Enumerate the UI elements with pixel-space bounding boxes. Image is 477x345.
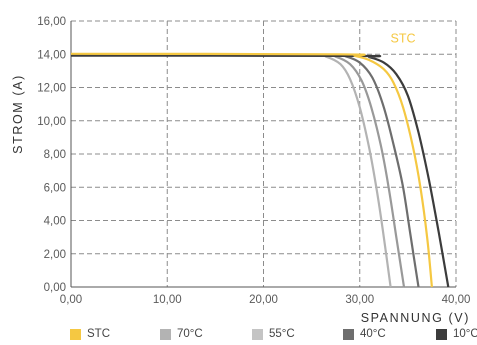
legend-label-stc: STC <box>87 328 110 340</box>
legend-label-70c: 70°C <box>177 328 203 340</box>
y-tick-label: 0,00 <box>44 282 66 294</box>
y-tick-label: 16,00 <box>37 16 66 28</box>
axes <box>70 21 456 288</box>
legend-swatch-10c <box>436 328 447 340</box>
legend-swatch-40c <box>343 328 354 340</box>
series-lines <box>70 52 450 288</box>
x-axis-label: SPANNUNG (V) <box>361 311 470 325</box>
y-tick-label: 8,00 <box>44 149 66 161</box>
y-tick-label: 2,00 <box>44 249 66 261</box>
x-tick-label: 20,00 <box>249 294 278 306</box>
legend-item-10c: 10°C <box>436 328 477 340</box>
x-tick-label: 30,00 <box>345 294 374 306</box>
legend-swatch-70c <box>160 328 171 340</box>
x-tick-label: 10,00 <box>153 294 182 306</box>
y-tick-label: 12,00 <box>37 83 66 95</box>
series-line-70c <box>70 53 392 288</box>
y-tick-label: 6,00 <box>44 182 66 194</box>
tick-labels: 0,00 2,00 4,00 6,00 8,00 10,00 12,00 14,00 16,00… <box>37 16 470 306</box>
series-line-stc <box>70 52 433 288</box>
x-tick-label: 0,00 <box>60 294 82 306</box>
legend-label-10c: 10°C <box>453 328 477 340</box>
legend-item-70c: 70°C <box>160 328 203 340</box>
legend-item-40c: 40°C <box>343 328 386 340</box>
y-tick-label: 14,00 <box>37 49 66 61</box>
y-tick-label: 10,00 <box>37 116 66 128</box>
legend: STC 70°C 55°C 40°C 10°C <box>0 328 477 344</box>
legend-swatch-stc <box>70 328 81 340</box>
annotation-stc: STC <box>391 32 416 46</box>
legend-item-stc: STC <box>70 328 110 340</box>
legend-item-55c: 55°C <box>252 328 295 340</box>
y-axis-label: STROM (A) <box>11 74 25 154</box>
x-tick-label: 40,00 <box>442 294 471 306</box>
y-tick-label: 4,00 <box>44 216 66 228</box>
series-line-10c <box>70 54 450 288</box>
legend-swatch-55c <box>252 328 263 340</box>
legend-label-40c: 40°C <box>360 328 386 340</box>
legend-label-55c: 55°C <box>269 328 295 340</box>
